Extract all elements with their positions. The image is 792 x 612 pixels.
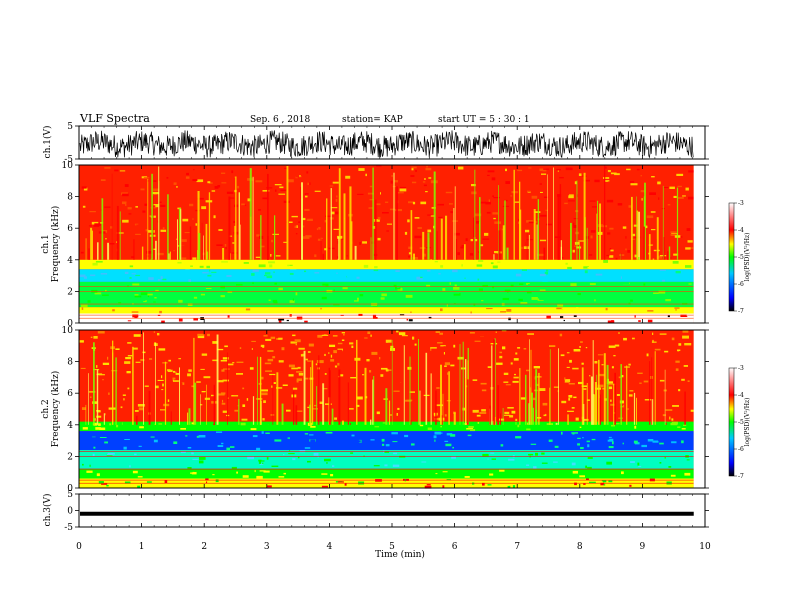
y-tick-label: 0	[67, 319, 73, 329]
ch1-spectrogram-ylabel-frequency: Frequency (kHz)	[50, 206, 61, 283]
ch3-waveform-panel	[78, 493, 706, 528]
spectrogram-band	[79, 421, 694, 432]
y-tick-label: -5	[64, 155, 73, 165]
ch1-spectrogram-image	[79, 165, 705, 324]
y-tick-label: 5	[67, 122, 73, 132]
colorbar-tick-label: -5	[738, 254, 744, 261]
ch1-colorbar-label: log(PSD)(V²/Hz)	[744, 233, 751, 282]
x-tick-label: 6	[452, 542, 458, 552]
x-tick-label: 10	[699, 542, 711, 552]
y-tick-label: 0	[67, 507, 73, 517]
colorbar-tick-label: -4	[738, 227, 744, 234]
y-tick-label: 10	[62, 326, 74, 336]
colorbar-tick-label: -7	[738, 473, 744, 480]
spectrogram-band	[79, 307, 694, 314]
x-tick-label: 3	[264, 542, 270, 552]
start-time-label: start UT = 5 : 30 : 1	[438, 115, 530, 125]
ch3-waveform-ylabel: ch.3(V)	[42, 494, 53, 527]
ch2-colorbar: -3 -4 -5 -6 -7 log(PSD)(V²/Hz)	[728, 365, 751, 480]
figure-title: VLF Spectra	[79, 112, 150, 125]
colorbar-tick-label: -5	[738, 419, 744, 426]
x-axis-label: Time (min)	[375, 549, 425, 560]
ch1-spectrogram-panel	[78, 164, 706, 324]
spectrogram-band	[79, 259, 694, 270]
y-tick-label: -5	[64, 523, 73, 533]
x-tick-label: 8	[577, 542, 583, 552]
date-label: Sep. 6 , 2018	[250, 115, 310, 125]
ch1-waveform-panel	[78, 125, 706, 160]
ch1-waveform-line	[79, 130, 694, 159]
y-tick-label: 2	[67, 287, 73, 297]
x-tick-label: 2	[201, 542, 207, 552]
ch2-spectrogram-ylabel-frequency: Frequency (kHz)	[50, 371, 61, 448]
colorbar-tick-label: -6	[738, 446, 744, 453]
y-tick-label: 8	[67, 193, 73, 203]
colorbar-tick-label: -3	[738, 365, 744, 372]
spectrogram-band	[79, 269, 694, 282]
ch2-spectrogram-panel	[78, 329, 706, 489]
ch2-spectrogram-image	[79, 330, 705, 489]
y-tick-label: 2	[67, 452, 73, 462]
ch1-colorbar-gradient	[728, 202, 735, 312]
spectrogram-band	[79, 431, 694, 451]
ch2-colorbar-label: log(PSD)(V²/Hz)	[744, 398, 751, 447]
colorbar-tick-label: -6	[738, 281, 744, 288]
y-tick-label: 6	[67, 389, 73, 399]
x-tick-label: 1	[139, 542, 145, 552]
x-tick-label: 5	[389, 542, 395, 552]
ch2-colorbar-gradient	[728, 367, 735, 477]
colorbar-tick-label: -4	[738, 392, 744, 399]
y-tick-label: 5	[67, 490, 73, 500]
y-tick-label: 8	[67, 358, 73, 368]
y-tick-label: 4	[67, 421, 73, 431]
ch1-colorbar: -3 -4 -5 -6 -7 log(PSD)(V²/Hz)	[728, 200, 751, 315]
ch2-spectrogram-ylabel-channel: ch.2	[41, 399, 51, 418]
y-tick-label: 10	[62, 161, 74, 171]
y-tick-label: 0	[67, 484, 73, 494]
y-tick-label: 6	[67, 224, 73, 234]
x-tick-label: 4	[327, 542, 333, 552]
ch1-waveform-trace	[79, 130, 694, 159]
spectrogram-band	[79, 469, 694, 479]
colorbar-tick-label: -7	[738, 308, 744, 315]
colorbar-tick-label: -3	[738, 200, 744, 207]
x-tick-label: 0	[76, 542, 82, 552]
x-tick-label: 7	[514, 542, 520, 552]
ch1-waveform-ylabel: ch.1(V)	[42, 126, 53, 159]
ch3-waveform-frame	[78, 493, 706, 528]
y-tick-label: 4	[67, 256, 73, 266]
ch1-spectrogram-ylabel-channel: ch.1	[41, 234, 51, 253]
x-tick-label: 9	[640, 542, 646, 552]
station-label: station= KAP	[342, 115, 403, 125]
